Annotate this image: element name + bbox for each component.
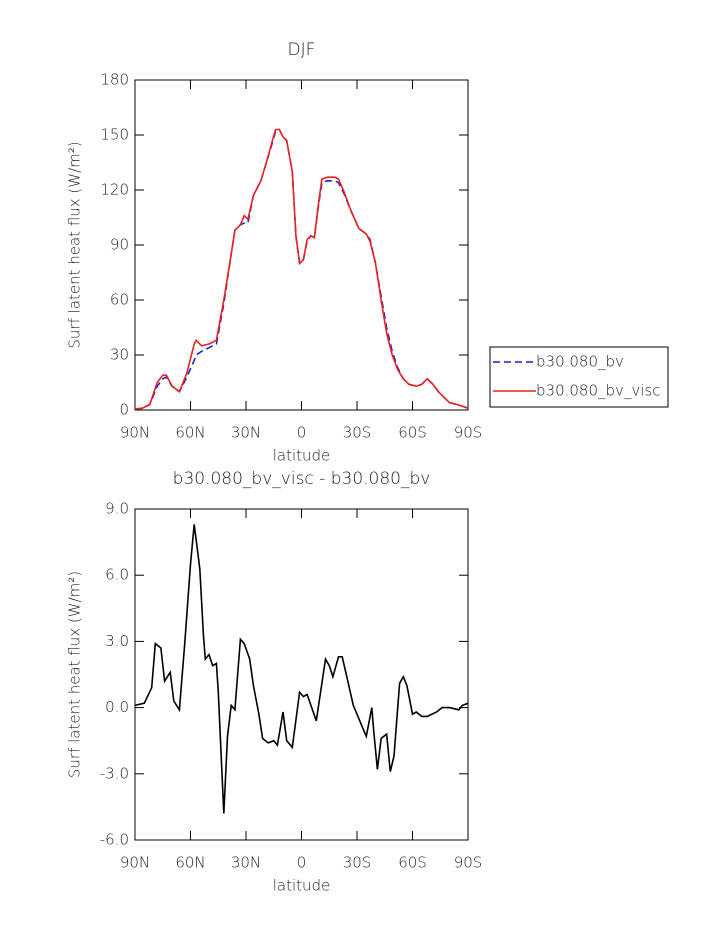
x-tick-label: 0 (297, 424, 307, 442)
data-line (134, 524, 469, 814)
plot-frame (134, 508, 469, 841)
y-axis-label: Surf latent heat flux (W/m²) (66, 141, 84, 348)
y-tick-label: 90 (110, 236, 129, 254)
x-tick-label: 30S (343, 854, 372, 872)
x-tick-label: 90N (120, 854, 150, 872)
data-line (134, 128, 469, 410)
y-tick-label: 150 (100, 126, 129, 144)
y-tick-label: 0 (119, 401, 129, 419)
x-tick-label: 30S (343, 424, 372, 442)
y-tick-label: 30 (110, 346, 129, 364)
y-tick-label: 180 (100, 71, 129, 89)
y-tick-label: -6.0 (100, 831, 129, 849)
y-tick-label: 9.0 (105, 500, 129, 518)
chart-title: b30.080_bv_visc - b30.080_bv (173, 469, 431, 489)
legend-box (489, 346, 669, 408)
x-tick-label: 30N (231, 424, 261, 442)
legend-label: b30.080_bv_visc (536, 382, 661, 400)
legend-label: b30.080_bv (536, 353, 624, 371)
x-tick-label: 60S (398, 854, 427, 872)
x-tick-label: 90N (120, 424, 150, 442)
plot-frame (134, 79, 469, 411)
y-tick-label: 0.0 (105, 698, 129, 716)
x-tick-label: 30N (231, 854, 261, 872)
chart-title: DJF (288, 40, 316, 60)
y-axis-label: Surf latent heat flux (W/m²) (66, 571, 84, 778)
x-tick-label: 90S (454, 424, 483, 442)
x-tick-label: 90S (454, 854, 483, 872)
x-axis-label: latitude (273, 877, 331, 895)
x-tick-label: 0 (297, 854, 307, 872)
data-line (134, 128, 469, 410)
y-tick-label: -3.0 (100, 764, 129, 782)
x-tick-label: 60N (175, 854, 205, 872)
x-tick-label: 60N (175, 424, 205, 442)
y-tick-label: 60 (110, 291, 129, 309)
x-tick-label: 60S (398, 424, 427, 442)
y-tick-label: 3.0 (105, 632, 129, 650)
x-axis-label: latitude (273, 447, 331, 465)
y-tick-label: 120 (100, 181, 129, 199)
y-tick-label: 6.0 (105, 566, 129, 584)
